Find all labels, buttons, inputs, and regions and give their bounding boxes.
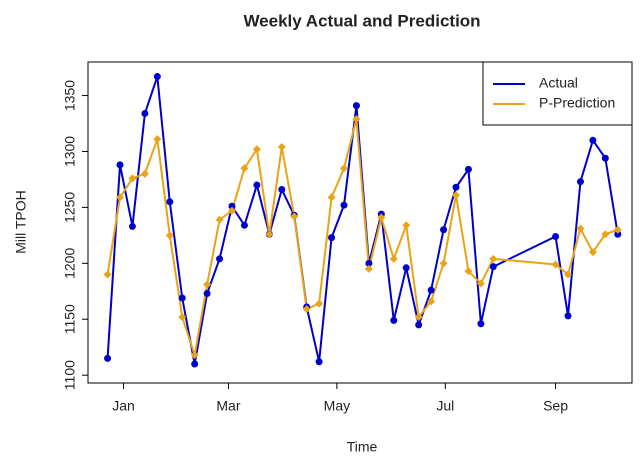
point <box>427 286 435 294</box>
point <box>464 267 473 276</box>
point <box>414 313 423 322</box>
point <box>588 248 597 257</box>
y-tick-label: 1250 <box>62 192 78 223</box>
point <box>228 206 236 215</box>
point <box>389 254 398 263</box>
y-axis-label: Mill TPOH <box>13 190 29 254</box>
y-tick-label: 1200 <box>62 248 78 279</box>
point <box>489 263 497 271</box>
point <box>203 280 212 289</box>
point <box>352 115 361 124</box>
x-axis-label: Time <box>347 439 378 455</box>
point <box>614 230 622 238</box>
y-tick-label: 1150 <box>62 304 78 334</box>
point <box>427 297 436 306</box>
point <box>290 212 299 221</box>
series-line <box>106 118 619 356</box>
x-tick-label: May <box>324 398 350 414</box>
point <box>564 270 572 279</box>
point <box>141 109 149 117</box>
point <box>128 222 136 230</box>
point <box>128 174 137 183</box>
point <box>253 181 261 189</box>
point <box>165 231 174 240</box>
point <box>240 164 249 173</box>
point <box>576 178 584 186</box>
y-tick-label: 1350 <box>62 80 78 111</box>
point <box>265 230 274 239</box>
point <box>203 290 211 298</box>
point <box>402 264 410 272</box>
legend-box <box>482 61 633 126</box>
point <box>278 186 286 194</box>
point <box>377 213 386 222</box>
x-tick-label: Mar <box>216 398 240 414</box>
legend-label: Actual <box>539 75 578 91</box>
point <box>327 193 336 202</box>
point <box>365 259 373 267</box>
point <box>440 226 448 234</box>
point <box>613 225 622 234</box>
point <box>452 183 460 191</box>
point <box>302 305 311 314</box>
point <box>452 191 460 200</box>
series-line <box>106 76 619 365</box>
point <box>552 232 560 240</box>
point <box>340 164 348 173</box>
point <box>104 354 112 362</box>
point <box>190 351 199 360</box>
point <box>340 201 348 209</box>
point <box>601 230 610 239</box>
point <box>116 193 124 202</box>
point <box>116 161 124 169</box>
point <box>103 270 112 279</box>
point <box>489 254 498 263</box>
point <box>477 320 485 328</box>
point <box>153 73 161 81</box>
point <box>576 224 585 233</box>
point <box>178 313 187 322</box>
point <box>439 259 448 268</box>
point <box>216 255 224 263</box>
point <box>277 143 286 152</box>
point <box>476 279 485 288</box>
plot-frame <box>87 61 633 384</box>
x-tick-label: Jan <box>112 398 135 414</box>
point <box>402 221 411 230</box>
point <box>390 316 398 324</box>
point <box>153 135 162 144</box>
y-tick-label: 1300 <box>62 136 78 167</box>
x-tick-label: Sep <box>543 398 568 414</box>
point <box>328 234 336 242</box>
point <box>589 136 597 144</box>
point <box>564 312 572 320</box>
point <box>601 154 609 162</box>
point <box>252 145 261 154</box>
y-tick-label: 1100 <box>62 360 78 390</box>
point <box>166 198 174 206</box>
point <box>240 221 248 229</box>
point <box>464 165 472 173</box>
point <box>415 321 423 329</box>
point <box>191 360 199 368</box>
chart-title: Weekly Actual and Prediction <box>243 11 480 30</box>
point <box>315 299 324 308</box>
point <box>140 169 149 178</box>
point <box>364 264 373 273</box>
legend-label: P-Prediction <box>539 95 615 111</box>
point <box>315 358 323 366</box>
point <box>228 202 236 210</box>
point <box>551 260 560 269</box>
point <box>215 215 224 224</box>
point <box>178 294 186 302</box>
point <box>352 102 360 110</box>
x-tick-label: Jul <box>436 398 454 414</box>
